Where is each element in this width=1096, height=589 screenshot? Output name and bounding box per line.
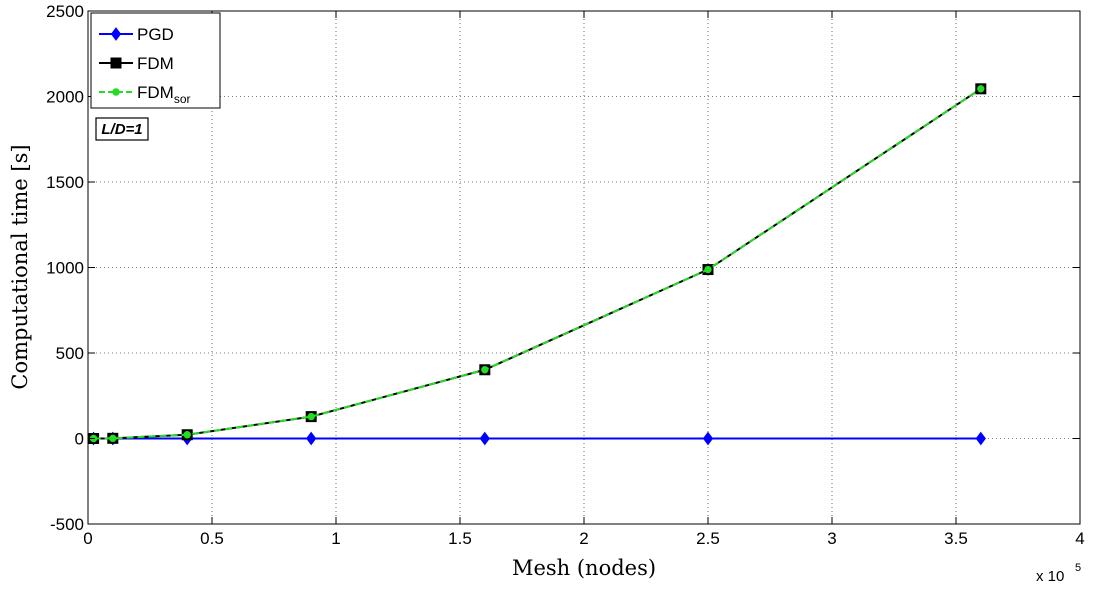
data-point-pgd — [479, 431, 490, 446]
y-tick-label: 2000 — [46, 88, 84, 107]
data-point-pgd — [306, 431, 317, 446]
axis-ticks — [87, 10, 1081, 525]
data-point-pgd — [702, 431, 714, 446]
x-exponent-label: x 10 5 — [1036, 562, 1081, 585]
axis-tick-labels: 0 0.5 1 1.5 2 2.5 3 3.5 4-5000500100015002000250… — [46, 2, 1085, 548]
data-point-pgd — [975, 431, 986, 446]
legend-entry-fdm: FDM — [99, 54, 174, 73]
x-tick-label: 4 — [1075, 529, 1084, 548]
x-tick-label: 2 — [579, 529, 588, 548]
series-layer — [88, 83, 987, 446]
x-tick-label: 0 — [83, 529, 92, 548]
legend-label-fdm: FDM — [137, 54, 174, 73]
data-point-fdm-sor — [977, 85, 985, 93]
legend-marker-fdm — [110, 57, 122, 69]
data-point-fdm-sor — [704, 265, 712, 274]
x-exponent-base: x 10 — [1036, 568, 1064, 585]
legend-label-subscript: sor — [174, 92, 191, 106]
legend-entry-pgd: PGD — [99, 25, 174, 44]
x-tick-label: 3.5 — [944, 529, 968, 548]
data-point-fdm-sor — [481, 366, 489, 374]
x-tick-label: 2.5 — [696, 529, 720, 548]
data-point-fdm-sor — [307, 412, 315, 421]
x-tick-label: 0.5 — [200, 529, 224, 548]
annotation-box: L/D=1 — [95, 117, 149, 141]
annotation-text: L/D=1 — [101, 121, 142, 138]
y-tick-label: -500 — [50, 515, 84, 534]
x-axis-title: Mesh (nodes) — [512, 556, 656, 580]
y-axis-title: Computational time [s] — [8, 144, 32, 389]
legend-label-pgd: PGD — [137, 25, 174, 44]
y-tick-label: 0 — [75, 430, 84, 449]
y-tick-label: 500 — [56, 344, 84, 363]
y-tick-label: 2500 — [46, 2, 84, 21]
y-tick-label: 1500 — [46, 173, 84, 192]
legend-marker-pgd — [110, 27, 122, 41]
series-fdm-sor — [89, 85, 985, 443]
x-tick-label: 1.5 — [448, 529, 472, 548]
y-tick-label: 1000 — [46, 259, 84, 278]
data-point-fdm-sor — [109, 434, 117, 443]
legend-marker-fdm-sor — [112, 88, 120, 96]
data-point-fdm-sor — [183, 431, 191, 439]
x-tick-label: 3 — [827, 529, 836, 548]
x-exponent-power: 5 — [1075, 562, 1081, 574]
annotation-frame — [95, 117, 149, 141]
x-tick-label: 1 — [331, 529, 340, 548]
